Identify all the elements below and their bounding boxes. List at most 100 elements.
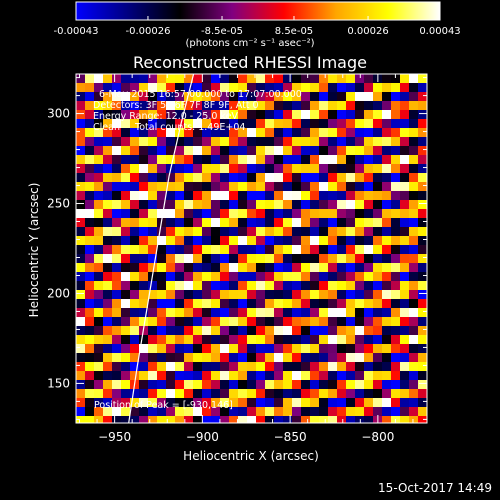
heatmap-cell	[238, 371, 248, 381]
heatmap-cell	[418, 398, 427, 408]
heatmap-cell	[148, 182, 158, 192]
heatmap-cell	[364, 362, 374, 372]
heatmap-cell	[85, 74, 95, 84]
heatmap-cell	[238, 74, 248, 84]
heatmap-cell	[391, 119, 401, 129]
heatmap-cell	[139, 83, 149, 93]
heatmap-cell	[85, 191, 95, 201]
heatmap-cell	[238, 182, 248, 192]
heatmap-cell	[319, 380, 329, 390]
heatmap-cell	[202, 128, 212, 138]
heatmap-cell	[292, 128, 302, 138]
heatmap-cell	[337, 83, 347, 93]
heatmap-cell	[346, 92, 356, 102]
heatmap-cell	[130, 119, 140, 129]
heatmap-cell	[193, 299, 203, 309]
heatmap-cell	[76, 200, 86, 210]
heatmap-cell	[418, 344, 427, 354]
heatmap-cell	[175, 209, 185, 219]
heatmap-cell	[328, 245, 338, 255]
heatmap-cell	[328, 218, 338, 228]
heatmap-cell	[211, 101, 221, 111]
heatmap-cell	[121, 83, 131, 93]
heatmap-cell	[193, 335, 203, 345]
heatmap-cell	[229, 272, 239, 282]
heatmap-cell	[283, 416, 293, 423]
heatmap-cell	[247, 209, 257, 219]
heatmap-cell	[364, 254, 374, 264]
heatmap-cell	[148, 353, 158, 363]
heatmap-cell	[157, 344, 167, 354]
heatmap-cell	[238, 317, 248, 327]
heatmap-cell	[418, 281, 427, 291]
heatmap-cell	[373, 272, 383, 282]
heatmap-cell	[364, 353, 374, 363]
heatmap-cell	[193, 200, 203, 210]
heatmap-cell	[229, 92, 239, 102]
heatmap-cell	[319, 110, 329, 120]
heatmap-cell	[103, 146, 113, 156]
heatmap-cell	[166, 326, 176, 336]
heatmap-cell	[391, 110, 401, 120]
heatmap-cell	[175, 173, 185, 183]
heatmap-cell	[211, 335, 221, 345]
heatmap-cell	[319, 281, 329, 291]
heatmap-cell	[229, 83, 239, 93]
heatmap-cell	[310, 389, 320, 399]
heatmap-cell	[328, 335, 338, 345]
heatmap-cell	[193, 245, 203, 255]
heatmap-cell	[301, 281, 311, 291]
heatmap-cell	[409, 128, 419, 138]
heatmap-cell	[157, 263, 167, 273]
heatmap-cell	[283, 110, 293, 120]
heatmap-cell	[139, 200, 149, 210]
heatmap-cell	[418, 218, 427, 228]
heatmap-cell	[382, 407, 392, 417]
heatmap-cell	[301, 398, 311, 408]
heatmap-cell	[139, 371, 149, 381]
heatmap-cell	[301, 263, 311, 273]
heatmap-cell	[148, 146, 158, 156]
heatmap-cell	[265, 182, 275, 192]
heatmap-cell	[301, 92, 311, 102]
heatmap-cell	[346, 398, 356, 408]
heatmap-cell	[157, 191, 167, 201]
heatmap-cell	[346, 308, 356, 318]
heatmap-cell	[166, 119, 176, 129]
heatmap-cell	[211, 326, 221, 336]
heatmap-cell	[175, 119, 185, 129]
heatmap-cell	[175, 326, 185, 336]
heatmap-cell	[346, 182, 356, 192]
heatmap-cell	[103, 227, 113, 237]
heatmap-cell	[220, 101, 230, 111]
heatmap-cell	[283, 83, 293, 93]
heatmap-cell	[301, 173, 311, 183]
heatmap-cell	[301, 389, 311, 399]
heatmap-cell	[193, 380, 203, 390]
heatmap-cell	[112, 281, 122, 291]
heatmap-cell	[319, 371, 329, 381]
heatmap-cell	[220, 335, 230, 345]
heatmap-cell	[391, 353, 401, 363]
heatmap-cell	[409, 164, 419, 174]
heatmap-cell	[94, 272, 104, 282]
heatmap-cell	[112, 272, 122, 282]
heatmap-cell	[85, 137, 95, 147]
heatmap-cell	[391, 182, 401, 192]
heatmap-cell	[256, 389, 266, 399]
heatmap-cell	[247, 83, 257, 93]
heatmap-cell	[373, 227, 383, 237]
heatmap-cell	[229, 353, 239, 363]
heatmap-cell	[166, 155, 176, 165]
heatmap-cell	[94, 119, 104, 129]
heatmap-cell	[247, 182, 257, 192]
heatmap-cell	[310, 362, 320, 372]
heatmap-cell	[121, 326, 131, 336]
heatmap-cell	[373, 101, 383, 111]
heatmap-cell	[382, 101, 392, 111]
heatmap-cell	[157, 209, 167, 219]
heatmap-cell	[184, 272, 194, 282]
heatmap-cell	[409, 191, 419, 201]
heatmap-cell	[211, 380, 221, 390]
heatmap-cell	[157, 101, 167, 111]
